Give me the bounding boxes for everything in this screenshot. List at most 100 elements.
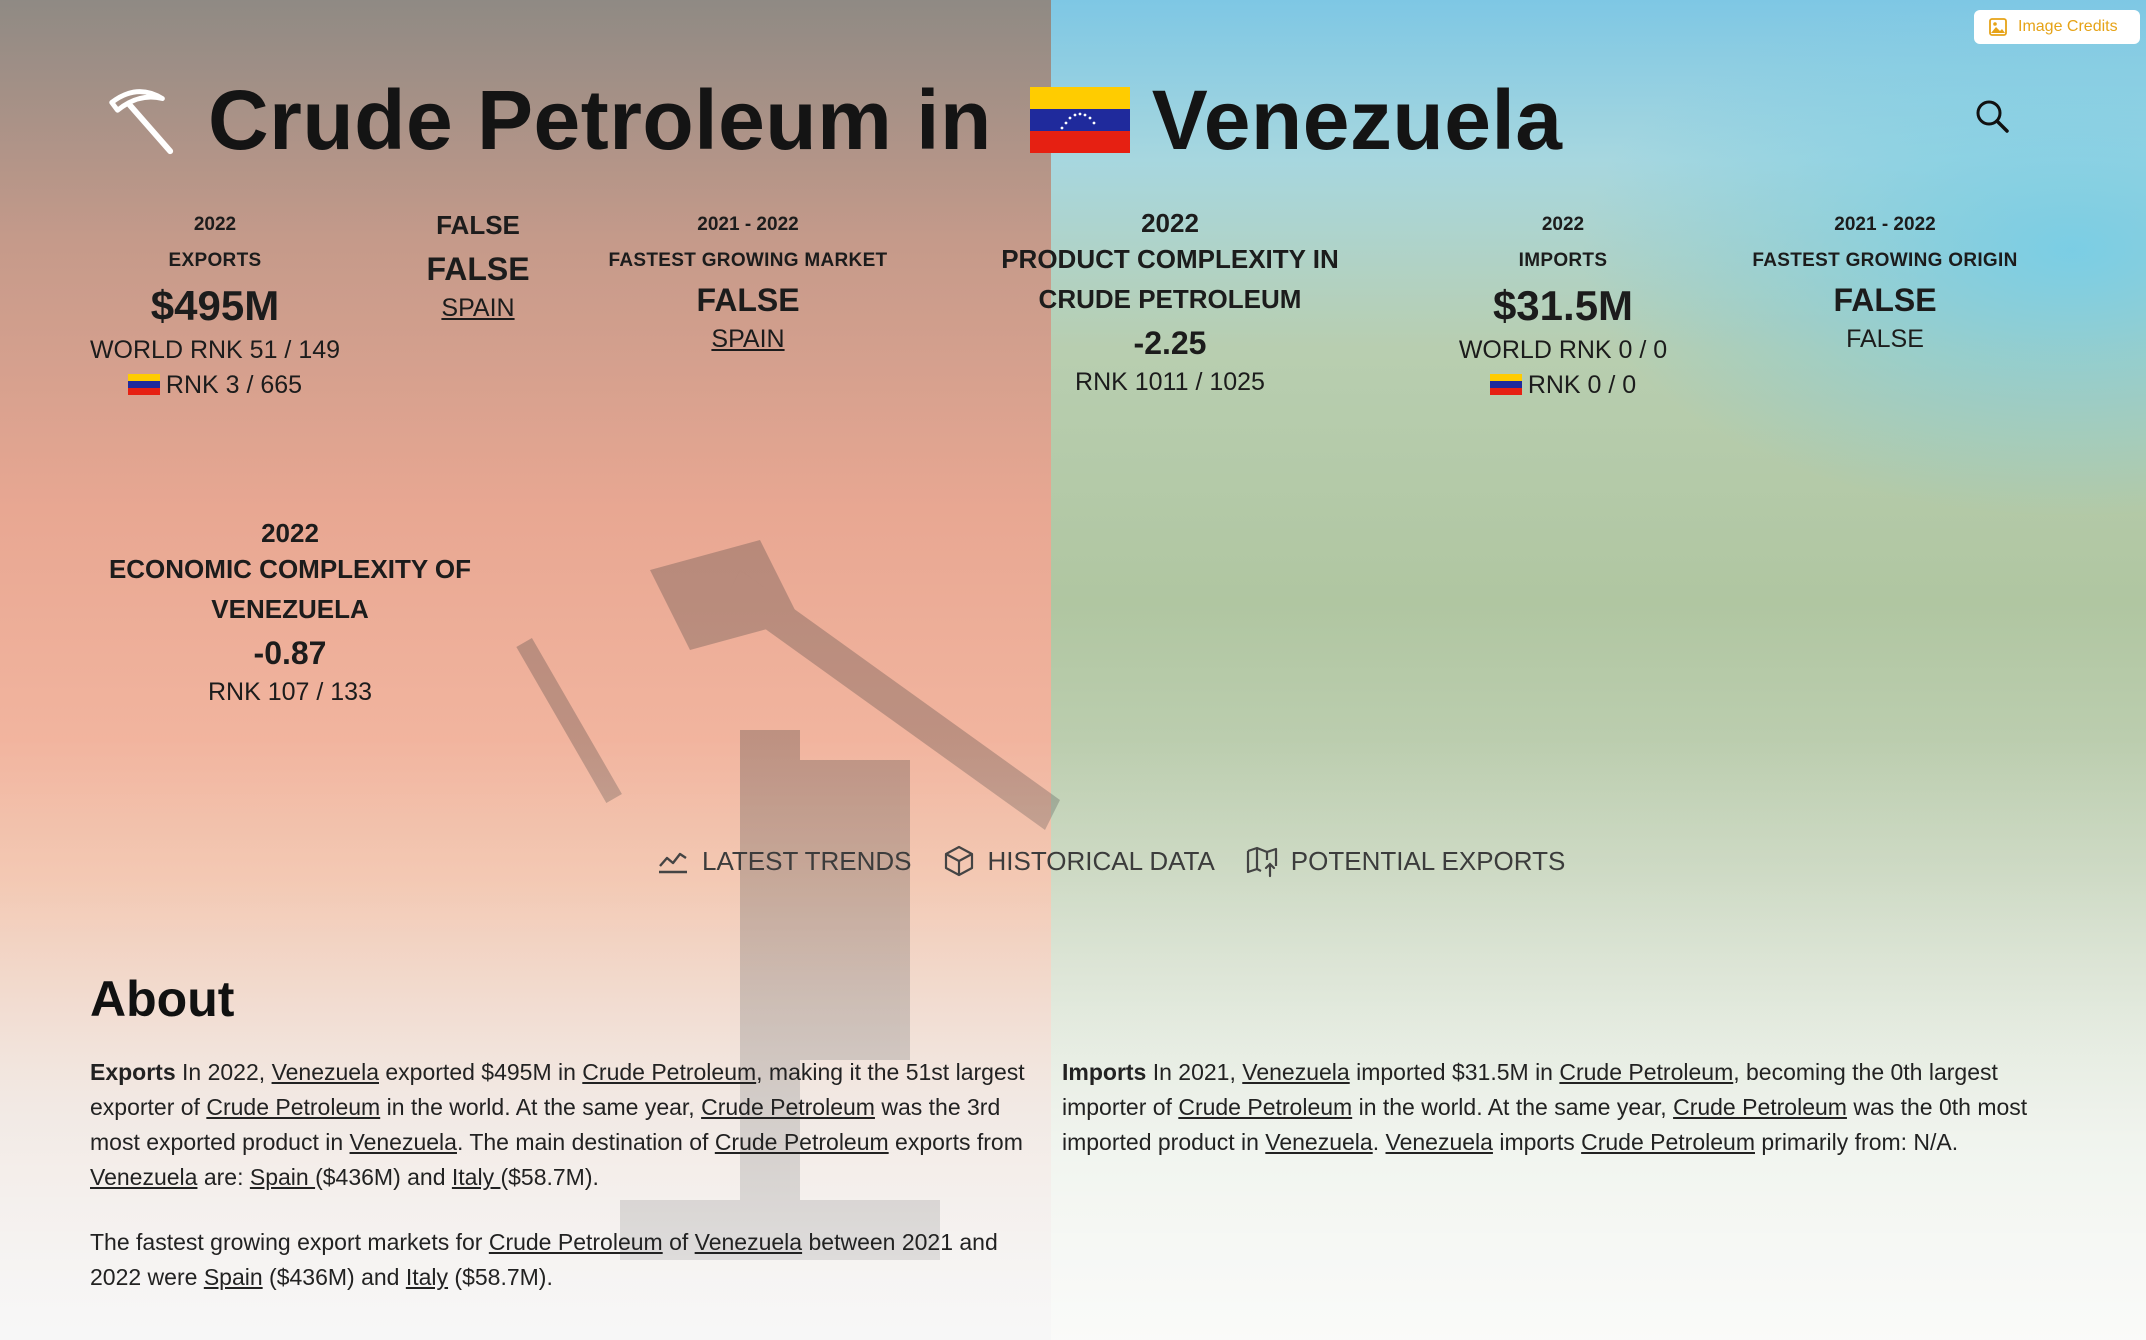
text: ($436M) and bbox=[262, 1264, 406, 1290]
exports-bold: Exports bbox=[90, 1059, 176, 1085]
image-icon bbox=[1989, 18, 2007, 36]
text: primarily from: N/A. bbox=[1754, 1129, 1959, 1155]
search-icon[interactable] bbox=[1972, 96, 2012, 136]
fastest-origin-value: FALSE bbox=[1833, 282, 1937, 318]
crude-petroleum-link[interactable]: Crude Petroleum bbox=[1581, 1129, 1755, 1155]
product-complexity-value: -2.25 bbox=[1133, 325, 1207, 361]
venezuela-flag-icon bbox=[1489, 374, 1522, 395]
exports-value: $495M bbox=[150, 282, 280, 329]
text: , becoming the 0th largest importer of bbox=[1062, 1059, 1998, 1120]
product-complexity-year: 2022 bbox=[1141, 208, 1199, 238]
top-destination-line2: FALSE bbox=[426, 251, 530, 287]
fastest-origin-sub: FALSE bbox=[1846, 325, 1924, 353]
nav-potential-exports[interactable]: POTENTIAL EXPORTS bbox=[1245, 844, 1566, 878]
venezuela-flag-icon bbox=[127, 374, 160, 395]
nav-potential-exports-label: POTENTIAL EXPORTS bbox=[1290, 845, 1566, 876]
exports-label: EXPORTS bbox=[168, 250, 262, 271]
venezuela-flag-icon bbox=[1029, 87, 1130, 153]
fastest-market-link[interactable]: SPAIN bbox=[711, 325, 785, 353]
nav-historical-data[interactable]: HISTORICAL DATA bbox=[942, 844, 1215, 878]
exports-year: 2022 bbox=[193, 214, 237, 235]
section-nav: LATEST TRENDS HISTORICAL DATA POTENTIAL … bbox=[656, 844, 1565, 878]
imports-country-rank-row: RNK 0 / 0 bbox=[1423, 371, 1703, 400]
text: , making it the 51st largest exporter of bbox=[90, 1059, 1025, 1120]
text: in the world. At the same year, bbox=[380, 1094, 702, 1120]
venezuela-link[interactable]: Venezuela bbox=[349, 1129, 457, 1155]
text: In 2021, bbox=[1146, 1059, 1243, 1085]
imports-year: 2022 bbox=[1541, 214, 1585, 235]
economic-complexity-stat: 2022 ECONOMIC COMPLEXITY OF VENEZUELA -0… bbox=[90, 518, 490, 707]
venezuela-link[interactable]: Venezuela bbox=[1385, 1129, 1493, 1155]
venezuela-link[interactable]: Venezuela bbox=[1265, 1129, 1373, 1155]
text: exports from bbox=[888, 1129, 1023, 1155]
imports-country-rank: RNK 0 / 0 bbox=[1527, 371, 1637, 399]
page-header: Crude Petroleum in Venezuela bbox=[100, 70, 1563, 170]
venezuela-link[interactable]: Venezuela bbox=[271, 1059, 379, 1085]
nav-latest-trends-label: LATEST TRENDS bbox=[702, 845, 912, 876]
about-exports-paragraph: Exports In 2022, Venezuela exported $495… bbox=[90, 1055, 1040, 1195]
fastest-market-stat: 2021 - 2022 FASTEST GROWING MARKET FALSE… bbox=[598, 214, 898, 354]
text: was the 0th most imported product in bbox=[1062, 1094, 2028, 1155]
crude-petroleum-link[interactable]: Crude Petroleum bbox=[488, 1229, 663, 1255]
fastest-origin-year: 2021 - 2022 bbox=[1834, 214, 1936, 235]
text: was the 3rd most exported product in bbox=[90, 1094, 1001, 1155]
text: are: bbox=[197, 1164, 250, 1190]
about-imports-paragraph: Imports In 2021, Venezuela imported $31.… bbox=[1062, 1055, 2042, 1160]
crude-petroleum-link[interactable]: Crude Petroleum bbox=[206, 1094, 381, 1120]
venezuela-link[interactable]: Venezuela bbox=[1242, 1059, 1350, 1085]
product-complexity-stat: 2022 PRODUCT COMPLEXITY IN CRUDE PETROLE… bbox=[970, 208, 1370, 397]
top-destination-stat: FALSE FALSE SPAIN bbox=[398, 210, 558, 323]
text: in the world. At the same year, bbox=[1352, 1094, 1674, 1120]
top-destination-link[interactable]: SPAIN bbox=[441, 294, 515, 322]
crude-petroleum-link[interactable]: Crude Petroleum bbox=[1673, 1094, 1847, 1120]
product-complexity-rank: RNK 1011 / 1025 bbox=[1075, 368, 1265, 396]
imports-stat: 2022 IMPORTS $31.5M WORLD RNK 0 / 0 RNK … bbox=[1423, 214, 1703, 400]
fastest-market-year: 2021 - 2022 bbox=[697, 214, 799, 235]
about-growth-paragraph: The fastest growing export markets for C… bbox=[90, 1225, 1040, 1295]
imports-label: IMPORTS bbox=[1518, 250, 1608, 271]
crude-petroleum-link[interactable]: Crude Petroleum bbox=[714, 1129, 889, 1155]
economic-complexity-value: -0.87 bbox=[253, 635, 327, 671]
text: ($58.7M). bbox=[448, 1264, 553, 1290]
crude-petroleum-link[interactable]: Crude Petroleum bbox=[582, 1059, 757, 1085]
text: . bbox=[1372, 1129, 1386, 1155]
nav-latest-trends[interactable]: LATEST TRENDS bbox=[656, 844, 912, 878]
imports-bold: Imports bbox=[1062, 1059, 1147, 1085]
top-destination-line1: FALSE bbox=[436, 210, 520, 240]
venezuela-link[interactable]: Venezuela bbox=[694, 1229, 803, 1255]
fastest-origin-stat: 2021 - 2022 FASTEST GROWING ORIGIN FALSE… bbox=[1735, 214, 2035, 354]
venezuela-link[interactable]: Venezuela bbox=[90, 1164, 198, 1190]
exports-stat: 2022 EXPORTS $495M WORLD RNK 51 / 149 RN… bbox=[75, 214, 355, 400]
economic-complexity-year: 2022 bbox=[261, 518, 319, 548]
trend-line-icon bbox=[659, 852, 687, 874]
italy-link[interactable]: Italy bbox=[451, 1164, 501, 1190]
product-complexity-label-1: PRODUCT COMPLEXITY IN bbox=[1001, 244, 1339, 274]
text: ($58.7M). bbox=[500, 1164, 599, 1190]
text: The fastest growing export markets for bbox=[90, 1229, 489, 1255]
text: of bbox=[662, 1229, 695, 1255]
image-credits-label: Image Credits bbox=[2018, 18, 2118, 35]
crude-petroleum-link[interactable]: Crude Petroleum bbox=[1559, 1059, 1734, 1085]
image-credits-button[interactable]: Image Credits bbox=[1974, 10, 2140, 44]
crude-petroleum-link[interactable]: Crude Petroleum bbox=[701, 1094, 875, 1120]
exports-country-rank: RNK 3 / 665 bbox=[165, 371, 303, 399]
italy-link[interactable]: Italy bbox=[405, 1264, 449, 1290]
cube-icon bbox=[944, 845, 973, 877]
exports-country-rank-row: RNK 3 / 665 bbox=[75, 371, 355, 400]
crude-petroleum-link[interactable]: Crude Petroleum bbox=[1178, 1094, 1353, 1120]
text: In 2022, bbox=[175, 1059, 272, 1085]
country-name[interactable]: Venezuela bbox=[1151, 72, 1563, 167]
spain-link[interactable]: Spain bbox=[203, 1264, 263, 1290]
fastest-origin-label: FASTEST GROWING ORIGIN bbox=[1752, 250, 2018, 271]
nav-historical-data-label: HISTORICAL DATA bbox=[987, 845, 1215, 876]
product-complexity-label-2: CRUDE PETROLEUM bbox=[1038, 284, 1302, 314]
text: imported $31.5M in bbox=[1349, 1059, 1560, 1085]
about-heading: About bbox=[90, 971, 235, 1027]
spain-link[interactable]: Spain bbox=[249, 1164, 316, 1190]
economic-complexity-label-1: ECONOMIC COMPLEXITY OF bbox=[108, 554, 472, 584]
text: exported $495M in bbox=[379, 1059, 583, 1085]
fastest-market-label: FASTEST GROWING MARKET bbox=[608, 250, 888, 271]
map-arrow-icon bbox=[1246, 846, 1277, 878]
text: imports bbox=[1492, 1129, 1582, 1155]
